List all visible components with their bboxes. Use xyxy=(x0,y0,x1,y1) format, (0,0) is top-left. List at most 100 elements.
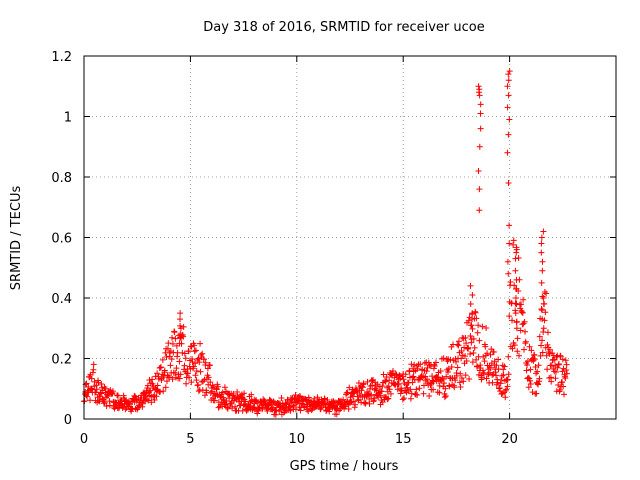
data-point xyxy=(534,368,541,375)
data-point xyxy=(177,371,184,378)
data-point xyxy=(189,358,196,365)
data-point xyxy=(195,355,202,362)
data-point xyxy=(454,341,461,348)
data-point xyxy=(377,392,384,399)
data-point xyxy=(188,379,195,386)
data-point xyxy=(468,322,475,329)
data-point xyxy=(493,362,500,369)
data-point xyxy=(466,376,473,383)
data-point xyxy=(192,360,199,367)
data-point xyxy=(452,377,459,384)
data-point xyxy=(145,397,152,404)
data-point xyxy=(371,395,378,402)
data-point xyxy=(546,346,553,353)
data-point xyxy=(495,356,502,363)
data-point xyxy=(399,396,406,403)
data-point xyxy=(526,343,533,350)
data-point xyxy=(95,379,102,386)
data-point xyxy=(503,386,510,393)
data-point xyxy=(146,376,153,383)
data-point xyxy=(451,384,458,391)
data-point xyxy=(501,363,508,370)
data-point xyxy=(563,366,570,373)
data-point xyxy=(522,328,529,335)
data-point xyxy=(559,356,566,363)
data-point xyxy=(346,384,353,391)
data-point xyxy=(505,92,512,99)
data-point xyxy=(177,334,184,341)
data-point xyxy=(542,309,549,316)
data-point xyxy=(232,403,239,410)
data-point xyxy=(523,367,530,374)
data-point xyxy=(483,375,490,382)
data-point xyxy=(469,291,476,298)
data-point xyxy=(206,362,213,369)
data-point xyxy=(456,379,463,386)
data-point xyxy=(525,384,532,391)
data-point xyxy=(204,365,211,372)
data-point xyxy=(538,306,545,313)
data-point xyxy=(517,305,524,312)
data-point xyxy=(414,391,421,398)
data-point xyxy=(505,77,512,84)
data-point xyxy=(362,399,369,406)
data-point xyxy=(187,365,194,372)
data-point xyxy=(103,403,110,410)
data-point xyxy=(476,143,483,150)
data-point xyxy=(467,282,474,289)
data-point xyxy=(169,334,176,341)
y-tick-label: 0.2 xyxy=(51,353,72,368)
data-point xyxy=(144,382,151,389)
data-point xyxy=(505,371,512,378)
data-point xyxy=(381,377,388,384)
data-point xyxy=(215,383,222,390)
data-point xyxy=(100,400,107,407)
data-point xyxy=(311,395,318,402)
data-point xyxy=(407,395,414,402)
data-point xyxy=(157,388,164,395)
data-point xyxy=(88,385,95,392)
data-point xyxy=(504,383,511,390)
data-point xyxy=(163,378,170,385)
data-point xyxy=(336,398,343,405)
data-point xyxy=(515,255,522,262)
data-point xyxy=(378,388,385,395)
data-point xyxy=(229,405,236,412)
data-point xyxy=(205,374,212,381)
data-point xyxy=(190,363,197,370)
data-point xyxy=(478,374,485,381)
data-points xyxy=(80,68,570,418)
data-point xyxy=(538,240,545,247)
data-point xyxy=(557,353,564,360)
data-point xyxy=(219,403,226,410)
data-point xyxy=(395,380,402,387)
data-point xyxy=(114,392,121,399)
data-point xyxy=(544,366,551,373)
data-point xyxy=(98,390,105,397)
data-point xyxy=(171,329,178,336)
data-point xyxy=(533,390,540,397)
data-point xyxy=(109,388,116,395)
data-point xyxy=(484,350,491,357)
data-point xyxy=(512,307,519,314)
data-point xyxy=(516,352,523,359)
data-point xyxy=(556,386,563,393)
data-point xyxy=(176,375,183,382)
data-point xyxy=(197,340,204,347)
data-point xyxy=(440,355,447,362)
data-point xyxy=(154,370,161,377)
data-point xyxy=(292,406,299,413)
data-point xyxy=(423,368,430,375)
data-point xyxy=(506,116,513,123)
data-point xyxy=(529,389,536,396)
data-point xyxy=(498,377,505,384)
data-point xyxy=(424,364,431,371)
data-point xyxy=(479,323,486,330)
x-tick-label: 5 xyxy=(186,432,194,447)
data-point xyxy=(173,365,180,372)
data-point xyxy=(400,376,407,383)
data-point xyxy=(467,301,474,308)
data-point xyxy=(197,368,204,375)
data-point xyxy=(155,375,162,382)
data-point xyxy=(147,387,154,394)
